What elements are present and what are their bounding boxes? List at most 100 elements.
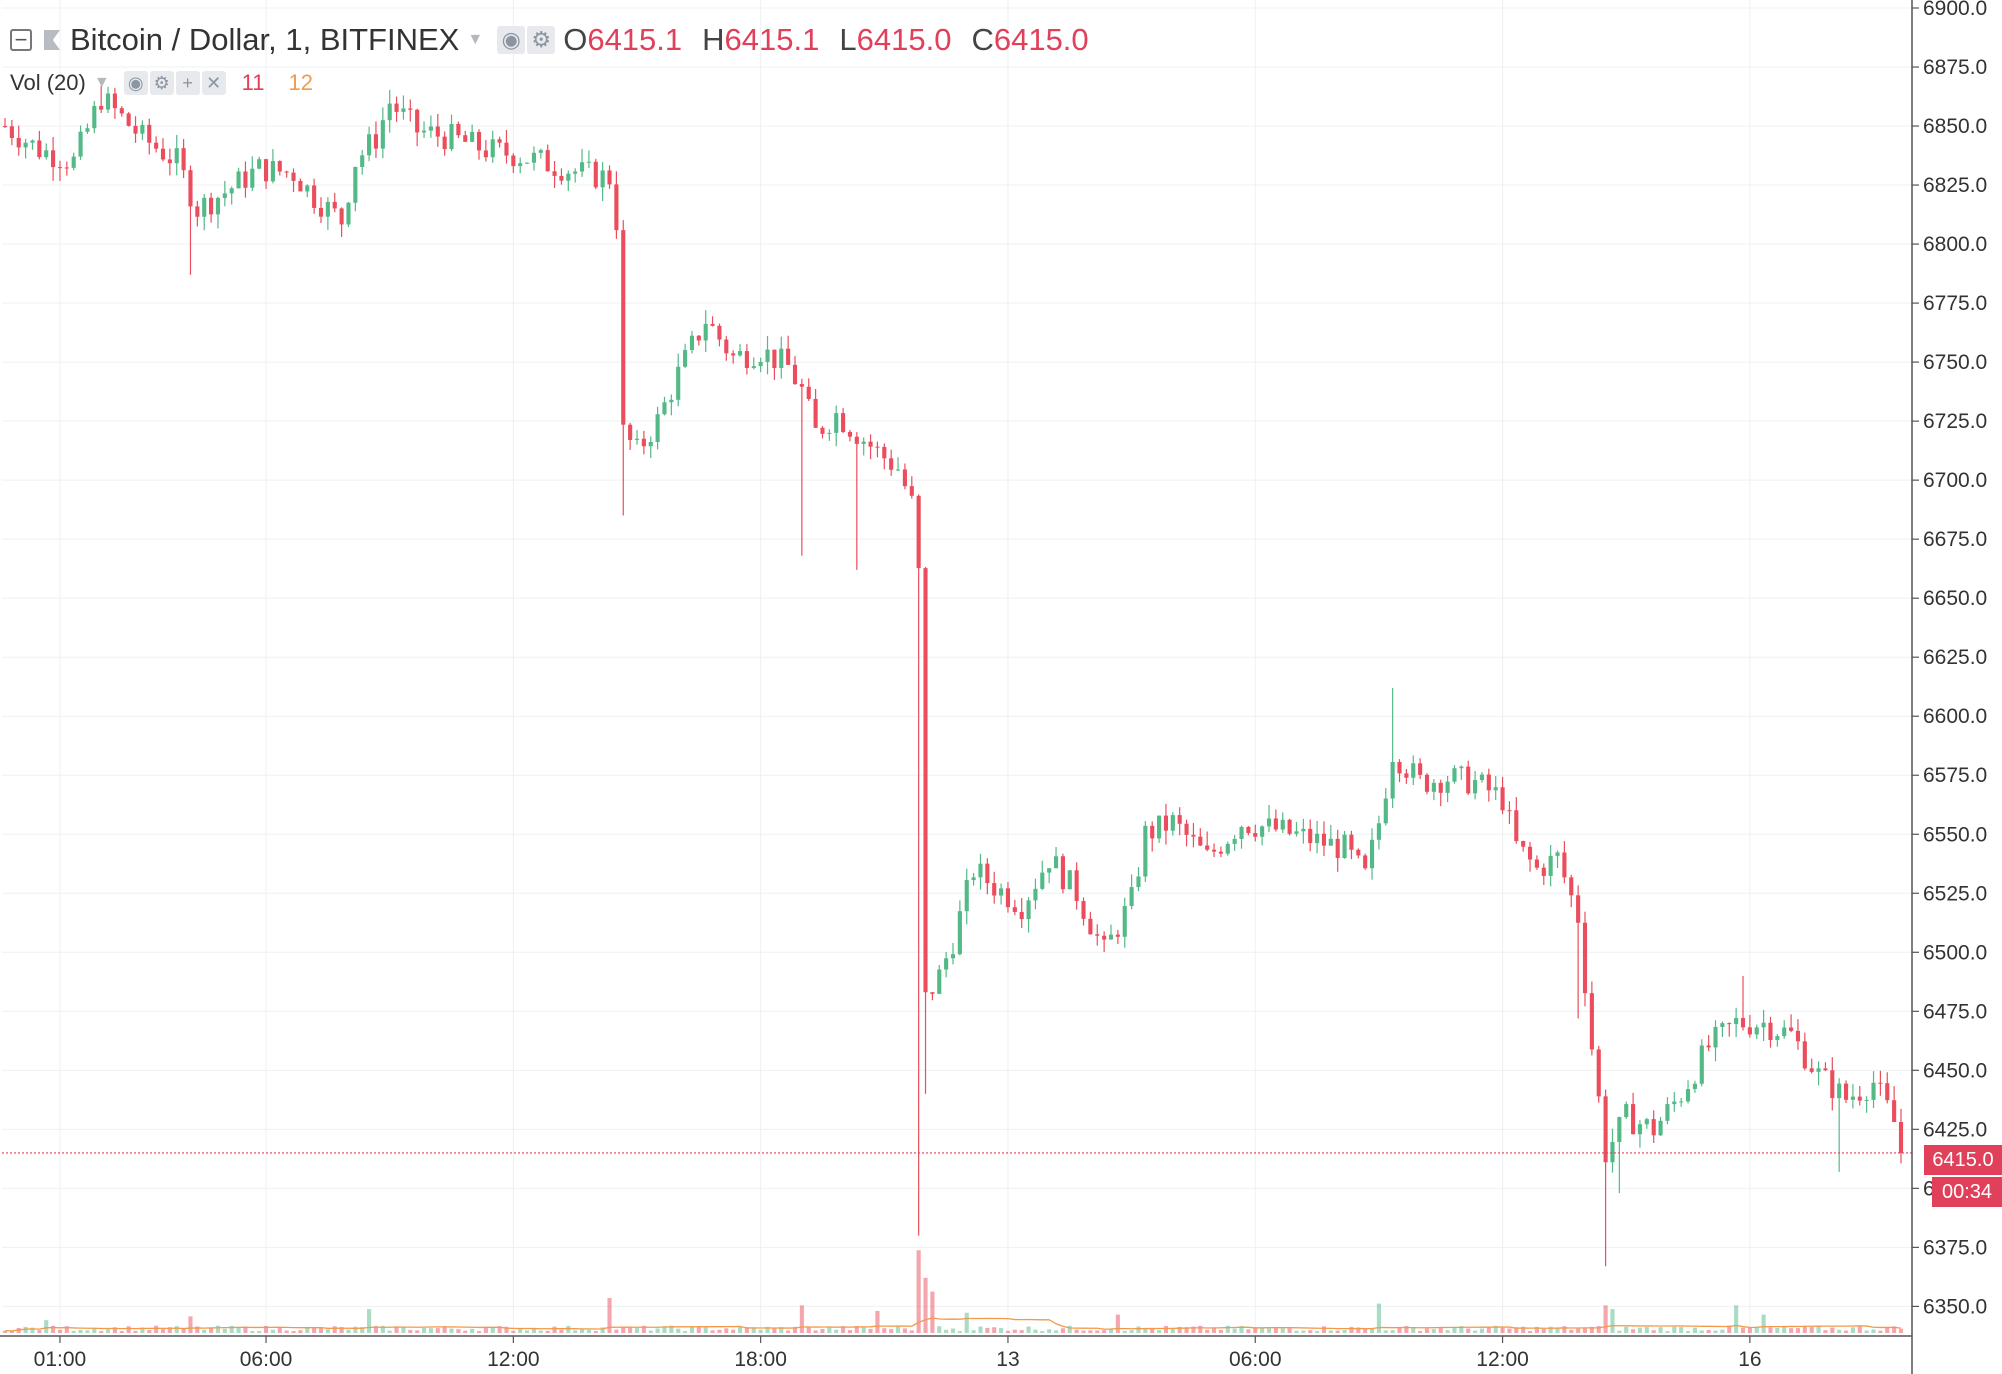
symbol-title[interactable]: Bitcoin / Dollar, 1, BITFINEX [70,22,460,57]
volume-bar [1232,1328,1237,1333]
candle [360,149,365,175]
volume-bar [689,1326,695,1333]
candle-body [772,349,777,368]
candle [758,357,763,373]
volume-bar [1356,1327,1361,1333]
collapse-icon[interactable]: − [10,29,32,51]
candle [1665,1097,1670,1125]
volume-bar [525,1330,530,1333]
volume-bar [566,1325,571,1333]
candle [202,194,207,231]
volume-bar [1273,1326,1278,1333]
candle-body [1198,836,1203,846]
candle [470,124,475,143]
volume-bar [133,1330,138,1333]
volume-bar [854,1326,859,1333]
candle [1789,1014,1794,1033]
dropdown-icon[interactable]: ▼ [93,74,110,91]
volume-bar [222,1328,227,1333]
candle [188,165,193,275]
symbol-legend: − Bitcoin / Dollar, 1, BITFINEX ▼ ◉ ⚙ O … [10,18,1103,62]
candle-body [353,166,358,203]
candle-body [806,386,811,399]
candle-body [1287,819,1292,834]
candle [380,107,385,159]
candle [1095,924,1100,946]
volume-bar [964,1312,969,1333]
candle [964,868,969,925]
volume-bar [895,1326,901,1333]
candle [696,335,701,346]
candle-body [1328,838,1333,846]
candle [799,378,804,556]
volume-bar [1060,1328,1065,1333]
volume-bar [1040,1331,1045,1333]
candle [1260,825,1265,846]
candle-body [133,125,138,134]
candle-body [1672,1101,1677,1105]
volume-bar [1349,1326,1354,1333]
volume-bar [1047,1329,1052,1333]
volume-bar [51,1325,56,1333]
candle-body [909,486,914,496]
candle-body [1892,1100,1897,1122]
volume-bar [1157,1330,1162,1333]
candle [1727,1022,1732,1037]
candle-body [119,108,124,114]
candle [586,150,591,169]
candle-body [1308,828,1313,844]
volume-bar [1150,1328,1155,1333]
candle [463,130,468,143]
volume-bar [1493,1325,1498,1333]
candle-body [1067,870,1072,890]
candle-body [1253,833,1258,837]
candle-body [724,339,729,354]
candle [689,330,695,354]
volume-bar [490,1326,495,1333]
symbol-flag-icon [44,30,60,50]
candle-body [1363,855,1368,869]
gear-icon[interactable]: ⚙ [149,71,174,95]
close-icon[interactable]: ✕ [201,71,226,95]
candle-body [325,201,330,217]
volume-bar [882,1328,887,1333]
candle-body [174,148,179,164]
candle [1184,819,1189,847]
volume-label[interactable]: Vol (20) [10,70,86,95]
candle [1349,830,1354,860]
candle-body [401,108,406,112]
volume-bar [428,1328,433,1333]
high-label: H [702,22,725,57]
volume-bar [683,1331,688,1333]
volume-bar [1095,1330,1100,1333]
candle-body [1734,1018,1739,1025]
candle-body [449,123,454,150]
volume-bar [792,1326,798,1333]
volume-bar [1658,1327,1663,1333]
price-tick-label: 6600.0 [1923,705,1987,728]
dropdown-icon[interactable]: ▼ [467,31,484,48]
candle [820,426,825,439]
volume-bar [1473,1330,1478,1333]
volume-bar [717,1329,722,1333]
candle-body [813,398,818,428]
plus-icon[interactable]: + [175,71,200,95]
eye-icon[interactable]: ◉ [497,26,526,54]
volume-bar [1555,1328,1560,1333]
candle [1576,885,1581,1019]
volume-bar [30,1327,35,1333]
candle [1850,1084,1855,1109]
candle-body [758,361,763,367]
eye-icon[interactable]: ◉ [123,71,148,95]
candle-body [1479,774,1485,781]
candle-body [1582,922,1588,994]
candle [600,162,605,202]
gear-icon[interactable]: ⚙ [527,26,556,54]
volume-bar [724,1328,729,1333]
volume-bar [64,1326,69,1333]
candle-body [1885,1083,1890,1101]
candle-body [1163,815,1169,831]
candle [930,992,935,1001]
